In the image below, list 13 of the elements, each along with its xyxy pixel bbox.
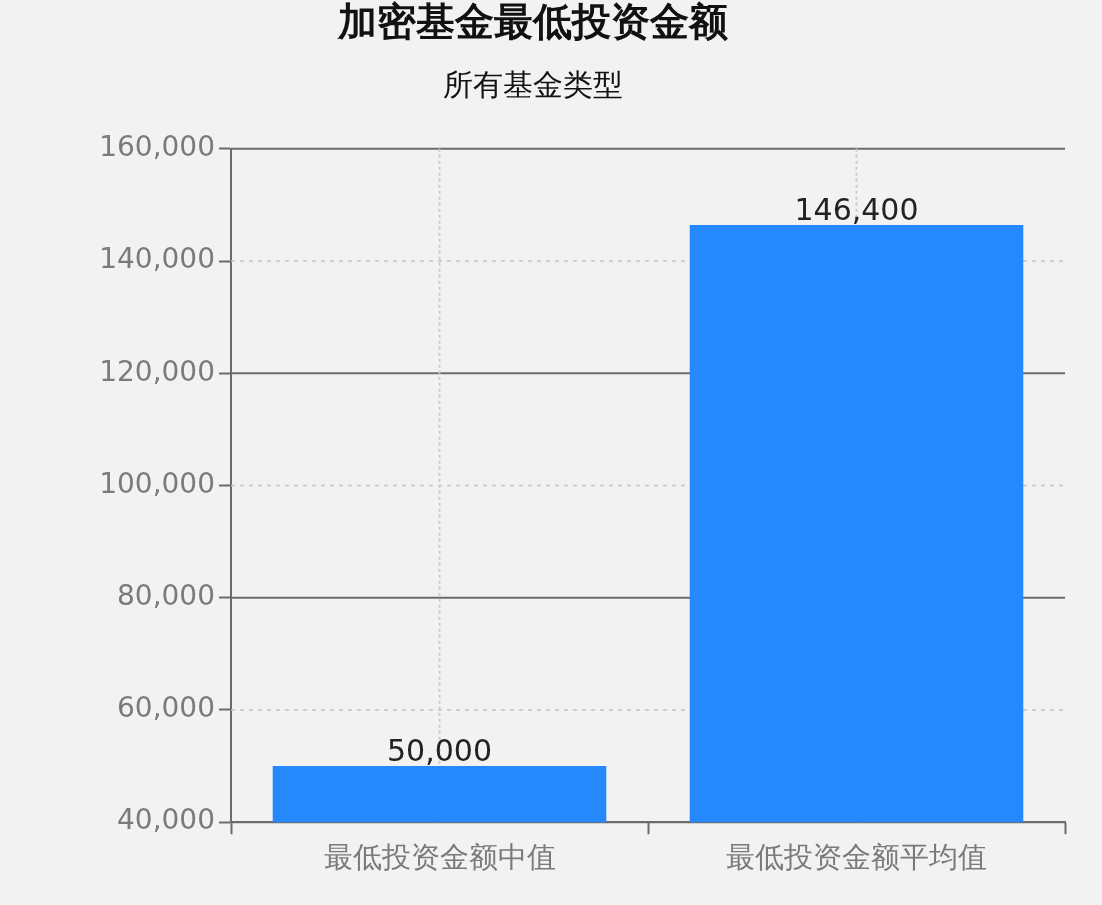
x-tick-label: 最低投资金额平均值 [726,840,987,875]
data-label: 50,000 [387,732,492,768]
x-tick-label: 最低投资金额中值 [323,840,556,875]
y-tick-label: 80,000 [117,579,215,613]
y-tick-label: 100,000 [99,466,215,500]
y-tick-label: 40,000 [117,803,215,837]
y-tick-label: 120,000 [99,354,215,388]
y-tick-label: 160,000 [99,130,215,164]
chart-subtitle: 所有基金类型 [442,67,623,101]
chart-title: 加密基金最低投资金额 [336,0,728,44]
y-tick-label: 140,000 [99,242,215,276]
y-tick-label: 60,000 [117,691,215,725]
data-label: 146,400 [794,191,919,227]
